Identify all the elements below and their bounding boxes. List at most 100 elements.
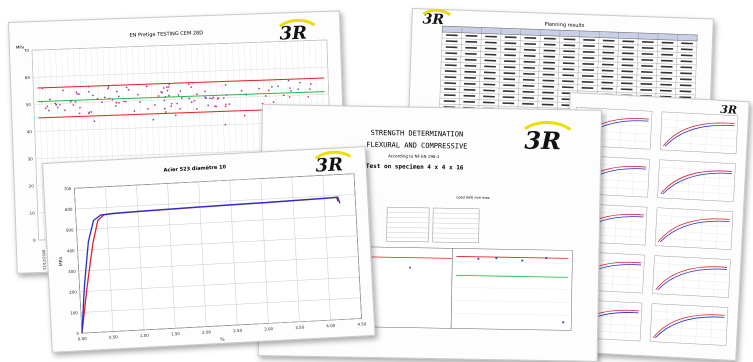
x-tick-label: 4.00 <box>326 323 336 328</box>
table-cell-text <box>602 51 615 54</box>
data-point <box>54 102 57 105</box>
data-point <box>56 106 59 109</box>
report-chart <box>450 248 573 331</box>
table-cell-text <box>679 84 692 87</box>
table-row-line <box>440 79 696 90</box>
data-point <box>180 97 183 99</box>
table-cell-text <box>562 74 575 77</box>
table-cell-text <box>541 103 554 106</box>
table-cell-text <box>602 45 615 48</box>
y-tick-label: 200 <box>69 289 77 294</box>
data-point <box>267 89 270 92</box>
y-tick-label: 400 <box>67 248 75 253</box>
table-row-line <box>440 73 696 84</box>
table-cell-text <box>601 69 614 72</box>
y-tick-label: 30 <box>28 156 34 161</box>
x-tick-label: 0.50 <box>109 334 119 339</box>
control-limit-line <box>37 91 325 103</box>
gridline <box>627 254 630 293</box>
table-cell-text <box>640 89 653 92</box>
table-row-line <box>433 212 480 214</box>
gridline <box>624 302 628 341</box>
data-point <box>49 98 51 101</box>
table-cell-text <box>541 97 554 100</box>
data-point <box>58 103 61 106</box>
data-point <box>545 256 548 260</box>
y-axis-label: MPa <box>58 257 64 267</box>
limit-line <box>456 275 569 278</box>
table-cell-text <box>484 53 497 56</box>
table-row-line <box>386 237 429 239</box>
x-tick-label: 3.00 <box>264 326 274 331</box>
x-tick-label: 3.50 <box>295 324 305 329</box>
table-row-line <box>441 55 697 66</box>
x-tick-label: 1.00 <box>140 333 150 338</box>
data-point <box>118 101 120 104</box>
data-point <box>79 106 81 109</box>
table-cell-text <box>465 52 477 55</box>
gridline <box>653 278 730 283</box>
data-point <box>87 112 90 115</box>
table-cell-text <box>563 50 575 53</box>
data-point <box>224 84 227 86</box>
gridline <box>667 256 670 295</box>
table-cell-text <box>542 79 555 82</box>
gridline <box>675 112 678 151</box>
gridline <box>79 276 360 292</box>
y-tick-label: 40 <box>27 129 33 134</box>
data-point <box>289 87 291 90</box>
data-point <box>107 87 109 90</box>
table-cell-text <box>582 50 595 53</box>
gridline <box>452 274 573 277</box>
table-cell-text <box>660 71 673 74</box>
table-cell-text <box>641 71 653 74</box>
data-point <box>93 120 96 123</box>
data-point <box>123 100 125 103</box>
gridline <box>614 205 617 244</box>
gridline <box>451 287 572 290</box>
table-cell-text <box>484 71 496 74</box>
table-cell-text <box>504 48 517 51</box>
table-row-line <box>387 212 430 214</box>
mini-curve <box>659 220 730 243</box>
data-point <box>164 107 166 110</box>
data-point <box>133 110 136 112</box>
data-point <box>240 89 243 92</box>
data-point <box>62 89 64 92</box>
x-date-label: 01/12/2008 <box>42 250 47 270</box>
table-cell-text <box>542 85 555 88</box>
data-point <box>88 90 90 93</box>
table-row-line <box>442 25 698 36</box>
table-cell-text <box>641 65 653 68</box>
y-tick-label: 700 <box>64 186 72 191</box>
gridline <box>690 113 693 152</box>
gridline <box>80 297 361 313</box>
table-cell-text <box>522 96 535 99</box>
data-point <box>477 257 480 260</box>
table-row-line <box>441 49 697 60</box>
data-point <box>176 102 179 105</box>
table-cell-text <box>504 54 516 57</box>
table-cell-text <box>483 95 495 98</box>
gridline <box>660 142 737 147</box>
y-tick-label: 60 <box>25 75 31 80</box>
data-point <box>163 99 166 102</box>
table-cell-text <box>444 88 456 91</box>
table-cell-text <box>582 56 595 59</box>
data-point <box>217 97 220 99</box>
data-point <box>562 321 565 324</box>
gridline <box>661 126 738 132</box>
gridline <box>31 50 39 241</box>
data-point <box>170 102 173 105</box>
data-point <box>195 108 198 110</box>
table-cell-text <box>660 83 672 86</box>
data-point <box>152 118 155 121</box>
data-point <box>187 83 190 86</box>
table-cell-text <box>443 94 456 97</box>
data-point <box>164 96 167 98</box>
data-point <box>271 85 273 88</box>
data-point <box>308 88 311 91</box>
table-cell-text <box>680 66 693 69</box>
table-row-line <box>432 237 479 239</box>
gridline <box>672 160 675 199</box>
